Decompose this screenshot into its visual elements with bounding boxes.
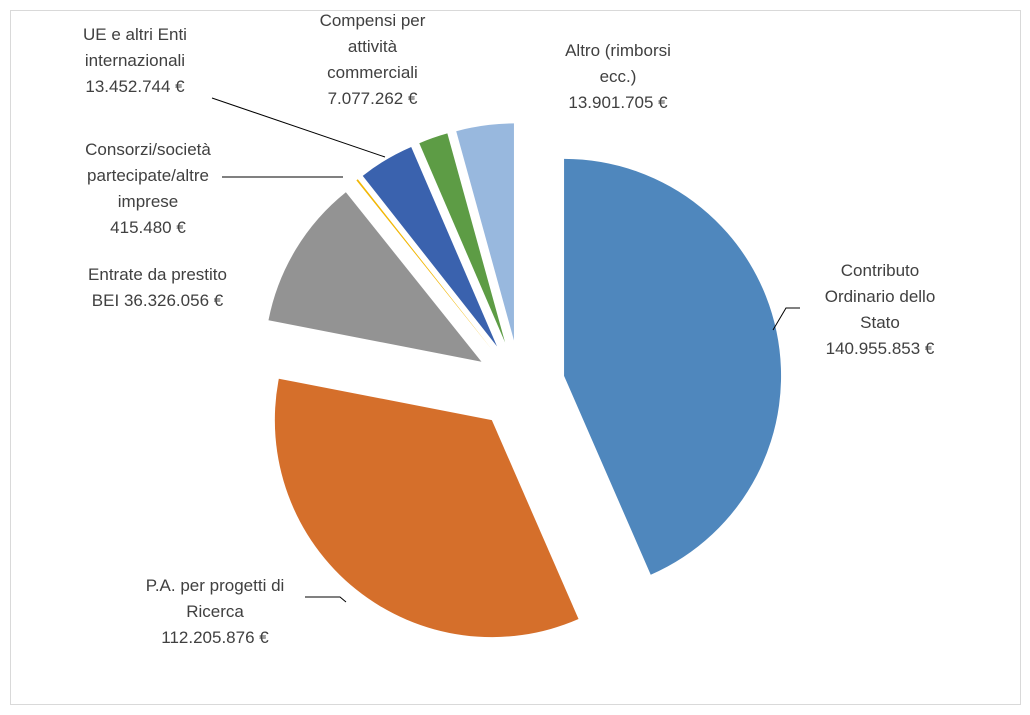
chart-frame (10, 10, 1021, 705)
leader-line (211, 97, 386, 158)
value-label: 112.205.876 € (161, 628, 269, 647)
value-label: 7.077.262 € (327, 89, 418, 108)
pie-slice (362, 147, 497, 347)
category-label: Altro (rimborsi ecc.) (565, 41, 671, 86)
category-label: UE e altri Enti internazionali (83, 25, 187, 70)
data-label: Altro (rimborsi ecc.) 13.901.705 € (548, 38, 688, 116)
category-label: Consorzi/società partecipate/altre impre… (85, 140, 211, 211)
value-label: 415.480 € (110, 218, 186, 237)
data-label: Entrate da prestito BEI 36.326.056 € (75, 262, 240, 314)
data-label: P.A. per progetti di Ricerca 112.205.876… (130, 573, 300, 651)
value-label: 13.901.705 € (568, 93, 668, 112)
data-label: Compensi per attività commerciali 7.077.… (310, 8, 435, 112)
pie-slice (274, 378, 579, 638)
pie-slice (419, 133, 506, 343)
value-label: 140.955.853 € (825, 339, 935, 358)
pie-slice (356, 179, 493, 350)
value-label: 36.326.056 € (123, 291, 224, 310)
data-label: Consorzi/società partecipate/altre impre… (78, 137, 218, 241)
category-label: Contributo Ordinario dello Stato (824, 261, 936, 332)
category-label: Entrate da prestito BEI (88, 265, 227, 310)
pie-slice (564, 158, 782, 575)
category-label: P.A. per progetti di Ricerca (145, 576, 285, 621)
leader-line (305, 596, 347, 603)
slices (268, 123, 782, 638)
pie-slice (456, 123, 514, 341)
pie-slice (268, 192, 482, 362)
data-label: UE e altri Enti internazionali 13.452.74… (65, 22, 205, 100)
value-label: 13.452.744 € (85, 77, 185, 96)
data-label: Contributo Ordinario dello Stato 140.955… (805, 258, 955, 362)
category-label: Compensi per attività commerciali (319, 11, 426, 82)
leader-line (772, 307, 800, 331)
